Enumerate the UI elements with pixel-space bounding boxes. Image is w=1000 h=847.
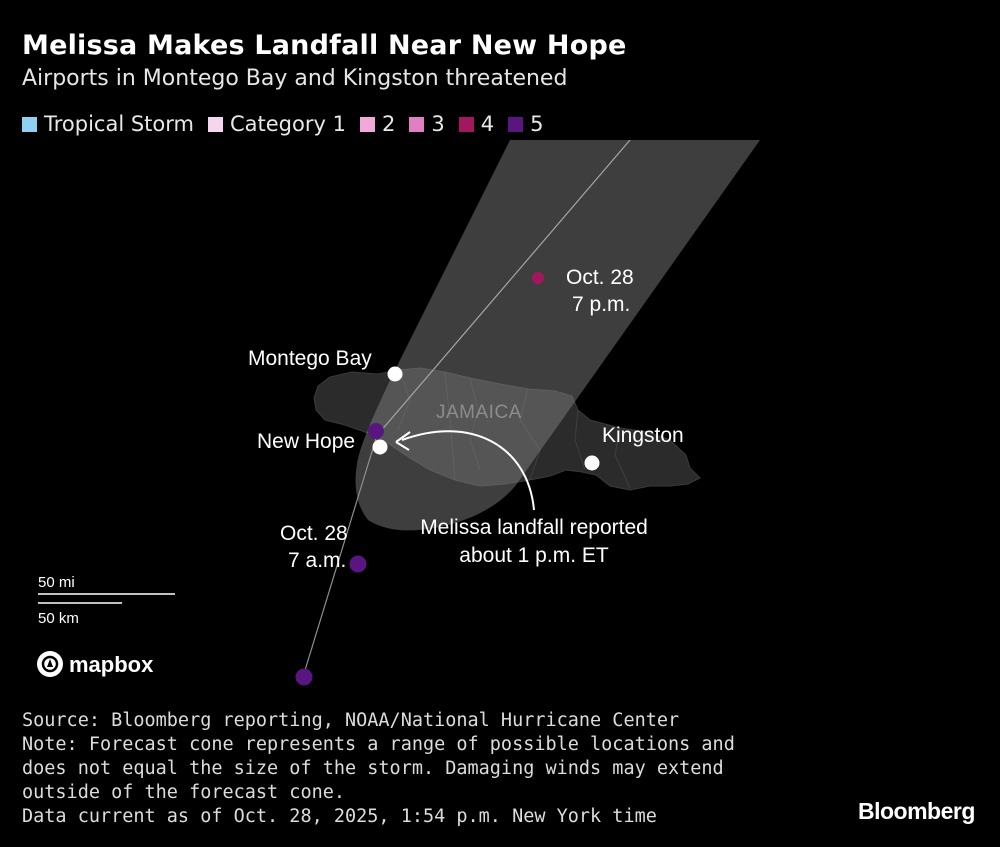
legend-label-category-3: 3: [431, 112, 445, 136]
new-hope-marker: [372, 439, 388, 455]
legend-swatch-tropical-storm: [22, 116, 37, 132]
future-date-label: Oct. 28: [566, 266, 634, 289]
legend-label-category-5: 5: [530, 112, 544, 136]
forecast-track-line: [379, 140, 631, 433]
mapbox-logo: mapbox: [37, 651, 154, 677]
storm-map: JAMAICA Montego Bay New Hope Kingston Oc…: [37, 140, 760, 686]
legend-item-category-5: 5: [508, 112, 543, 136]
parish-boundaries: [397, 371, 631, 489]
track-point-past-earlier: [295, 668, 313, 686]
legend-swatch-category-2: [359, 116, 375, 132]
legend-swatch-category-3: [409, 116, 425, 132]
island-label: JAMAICA: [436, 402, 522, 423]
scale-km-label: 50 km: [38, 610, 79, 627]
past-track-line: [301, 431, 379, 681]
mapbox-wordmark: mapbox: [69, 652, 154, 677]
chart-title: Melissa Makes Landfall Near New Hope: [22, 30, 627, 61]
legend-label-tropical-storm: Tropical Storm: [44, 112, 194, 136]
footer-notes: Source: Bloomberg reporting, NOAA/Nation…: [22, 709, 782, 829]
track-point-future-oct28-7pm: [532, 272, 544, 284]
legend-label-category-4: 4: [480, 112, 495, 136]
legend-swatch-category-4: [458, 116, 474, 132]
past-date-label: Oct. 28: [280, 522, 348, 545]
legend-item-category-4: 4: [458, 112, 495, 136]
legend-label-category-2: 2: [381, 112, 396, 136]
landfall-arrow: [401, 430, 535, 511]
new-hope-label: New Hope: [257, 430, 355, 453]
track-point-current: [368, 423, 384, 439]
landfall-annotation-line1: Melissa landfall reported: [420, 516, 648, 539]
legend-item-category-1: Category 1: [207, 112, 346, 136]
montego-bay-marker: [387, 366, 403, 382]
landfall-arrowhead: [395, 431, 411, 451]
future-time-label: 7 p.m.: [572, 293, 630, 316]
scale-miles-label: 50 mi: [38, 574, 75, 591]
track-point-past-oct28-7am: [349, 555, 367, 573]
legend-item-category-3: 3: [409, 112, 445, 136]
kingston-marker: [584, 455, 600, 471]
kingston-label: Kingston: [602, 424, 684, 447]
bloomberg-logo: Bloomberg: [858, 798, 975, 824]
source-note: Source: Bloomberg reporting, NOAA/Nation…: [22, 710, 680, 731]
montego-bay-label: Montego Bay: [248, 347, 372, 370]
category-legend: Tropical Storm Category 1 2 3 4 5: [22, 112, 557, 136]
legend-swatch-category-1: [207, 116, 223, 132]
cone-note: Note: Forecast cone represents a range o…: [22, 734, 746, 803]
legend-label-category-1: Category 1: [229, 112, 346, 136]
forecast-cone: [355, 140, 760, 531]
landfall-annotation-line2: about 1 p.m. ET: [459, 544, 609, 567]
past-time-label: 7 a.m.: [288, 549, 346, 572]
legend-swatch-category-5: [508, 116, 524, 132]
legend-item-category-2: 2: [359, 112, 396, 136]
chart-subtitle: Airports in Montego Bay and Kingston thr…: [22, 66, 568, 91]
legend-item-tropical-storm: Tropical Storm: [22, 112, 194, 136]
data-current-note: Data current as of Oct. 28, 2025, 1:54 p…: [22, 806, 657, 827]
